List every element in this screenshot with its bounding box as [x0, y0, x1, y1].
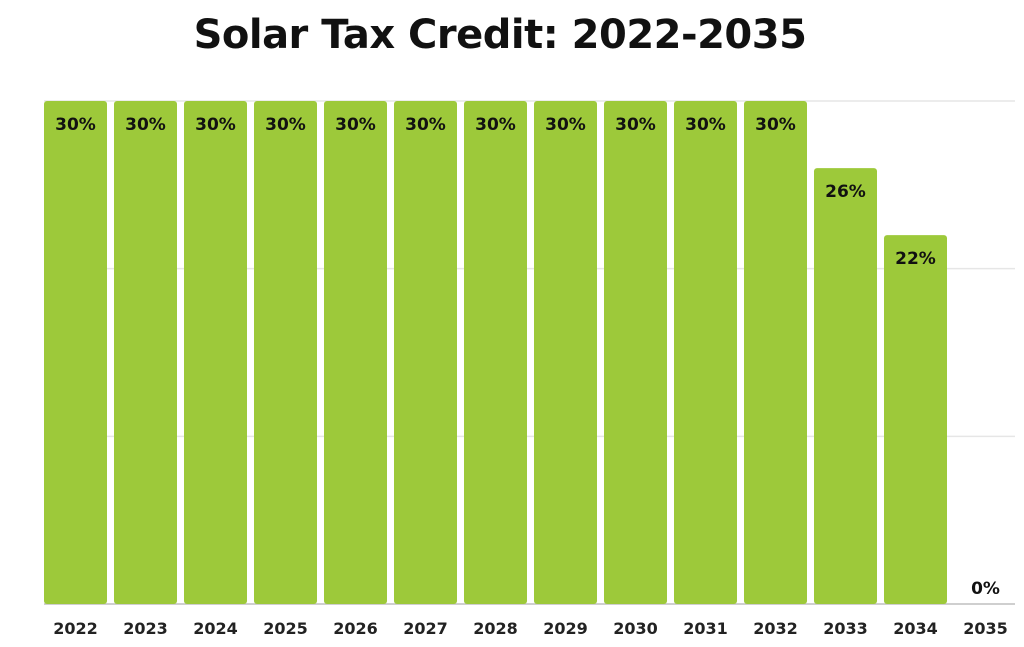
x-tick-label: 2028: [473, 619, 518, 638]
bar: [324, 101, 387, 604]
x-tick-label: 2034: [893, 619, 938, 638]
bar: [534, 101, 597, 604]
x-tick-label: 2032: [753, 619, 798, 638]
data-label: 26%: [825, 182, 866, 202]
data-label: 30%: [265, 115, 306, 135]
data-label: 0%: [971, 579, 1000, 599]
x-tick-label: 2033: [823, 619, 868, 638]
x-tick-label: 2029: [543, 619, 588, 638]
data-label: 30%: [195, 115, 236, 135]
bar: [604, 101, 667, 604]
x-tick-label: 2031: [683, 619, 728, 638]
bar: [254, 101, 317, 604]
x-tick-label: 2035: [963, 619, 1008, 638]
data-label: 30%: [755, 115, 796, 135]
data-label: 30%: [615, 115, 656, 135]
x-tick-label: 2025: [263, 619, 308, 638]
data-label: 30%: [335, 115, 376, 135]
bar: [464, 101, 527, 604]
bar: [814, 168, 877, 605]
x-tick-label: 2023: [123, 619, 168, 638]
data-label: 30%: [475, 115, 516, 135]
chart-title: Solar Tax Credit: 2022-2035: [193, 12, 807, 58]
data-label: 30%: [405, 115, 446, 135]
bar: [184, 101, 247, 604]
x-tick-label: 2022: [53, 619, 98, 638]
x-tick-label: 2027: [403, 619, 448, 638]
data-label: 30%: [125, 115, 166, 135]
bar: [674, 101, 737, 604]
x-tick-label: 2024: [193, 619, 238, 638]
bar: [44, 101, 107, 604]
data-label: 30%: [545, 115, 586, 135]
bar: [884, 235, 947, 604]
bar: [744, 101, 807, 604]
data-label: 22%: [895, 249, 936, 269]
data-label: 30%: [55, 115, 96, 135]
x-tick-label: 2030: [613, 619, 658, 638]
bar: [394, 101, 457, 604]
x-tick-label: 2026: [333, 619, 378, 638]
bar: [114, 101, 177, 604]
data-label: 30%: [685, 115, 726, 135]
